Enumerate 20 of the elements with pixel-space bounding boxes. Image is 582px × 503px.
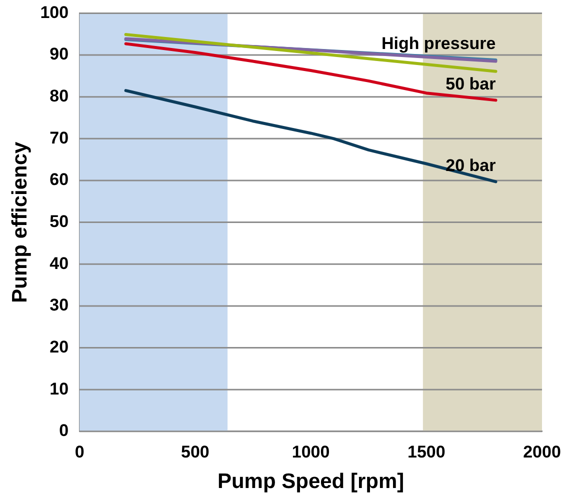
x-tick-label: 1000 [292,442,330,462]
y-tick-label: 30 [50,296,69,315]
y-tick-label: 0 [59,421,69,440]
series-label: High pressure [381,34,496,54]
x-tick-label: 0 [74,442,84,462]
series-label: 50 bar [446,74,496,94]
x-tick-label: 2000 [523,442,561,462]
y-tick-label: 40 [50,254,69,273]
y-tick-label: 80 [50,86,69,106]
y-tick-label: 10 [50,379,69,398]
x-tick-label: 1500 [407,442,446,462]
y-tick-label: 60 [50,170,69,190]
y-tick-label: 90 [50,44,69,64]
y-tick-label: 50 [50,212,69,231]
y-axis-title: Pump efficiency [8,141,32,303]
y-tick-label: 100 [40,2,69,22]
y-tick-label: 70 [50,128,69,148]
x-tick-label: 500 [180,442,210,462]
x-axis-title: Pump Speed [rpm] [217,470,404,494]
y-tick-label: 20 [50,337,69,356]
